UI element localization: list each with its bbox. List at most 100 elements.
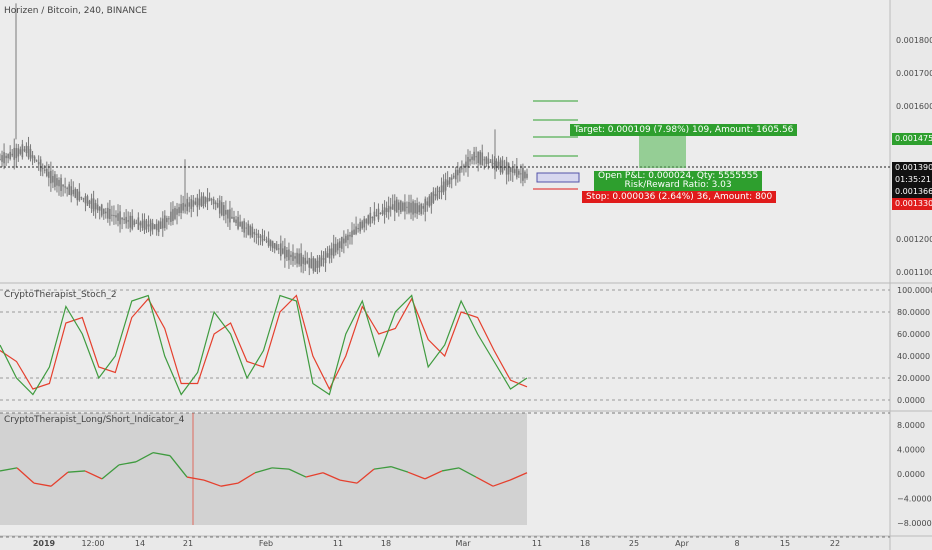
stoch-tick: 80.0000 <box>897 308 930 317</box>
candle-body <box>190 198 193 209</box>
ls-tick: 4.0000 <box>897 446 925 455</box>
candle-body <box>422 206 425 209</box>
candle-body <box>17 148 20 157</box>
candle-body <box>375 215 378 217</box>
candle-body <box>420 203 422 214</box>
candle-body <box>522 167 524 181</box>
candle-body <box>318 257 321 268</box>
ls-axis[interactable]: 8.0000 4.0000 0.0000 −4.0000 −8.0000 <box>897 421 932 528</box>
candle-body <box>300 253 302 267</box>
candle-body <box>56 178 58 186</box>
candle-body <box>107 207 109 219</box>
candle-body <box>255 233 258 235</box>
ls-segment <box>33 482 52 487</box>
candle-body <box>235 219 237 224</box>
candle-body <box>45 168 48 176</box>
candle-body <box>385 208 388 212</box>
candle-body <box>241 222 243 229</box>
price-axis[interactable]: 0.0018000.0017000.0016000.0015000.001400… <box>896 36 932 277</box>
stoch-title[interactable]: CryptoTherapist_Stoch_2 <box>4 290 117 300</box>
time-tick: 14 <box>135 539 145 548</box>
candle-body <box>493 162 496 165</box>
candle-body <box>58 179 60 187</box>
stoch-axis[interactable]: 100.0000 80.0000 60.0000 40.0000 20.0000 0.00… <box>897 286 932 405</box>
candle-body <box>353 229 355 235</box>
time-tick: 2019 <box>33 539 56 548</box>
candle-body <box>37 162 40 165</box>
stoch-pane[interactable] <box>0 284 890 410</box>
ls-segment <box>186 476 205 481</box>
candle-body <box>92 198 95 212</box>
candle-body <box>389 206 392 210</box>
candle-body <box>471 156 473 160</box>
candle-body <box>296 252 298 264</box>
candle-body <box>465 161 467 168</box>
candle-body <box>231 216 233 219</box>
candle-body <box>251 226 254 237</box>
candle-body <box>206 197 209 202</box>
candle-body <box>127 220 129 222</box>
time-tick: 12:00 <box>81 539 104 548</box>
candle-body <box>328 248 331 259</box>
candle-body <box>186 198 188 212</box>
time-axis[interactable]: 2019 12:00 14 21 Feb 11 18 Mar 11 18 25 Apr 8 15 22 <box>33 539 840 548</box>
candle-body <box>115 215 117 218</box>
candle-body <box>267 238 270 246</box>
candle-body <box>432 191 435 203</box>
candle-body <box>180 203 182 213</box>
candle-body <box>147 224 150 227</box>
candle-body <box>125 216 127 224</box>
candle-body <box>233 216 235 223</box>
candle-body <box>76 189 79 201</box>
candle-body <box>373 211 376 221</box>
ls-segment <box>475 476 494 487</box>
price-tick: 0.001700 <box>896 69 932 78</box>
time-tick: 15 <box>780 539 790 548</box>
candle-body <box>284 246 286 259</box>
candle-body <box>524 171 526 179</box>
candle-body <box>416 203 418 214</box>
candle-body <box>485 157 488 164</box>
candle-body <box>444 179 447 191</box>
candle-body <box>294 256 296 259</box>
candle-body <box>410 202 412 213</box>
candle-body <box>308 257 311 268</box>
candle-body <box>339 241 341 248</box>
candle-body <box>265 240 268 242</box>
time-tick: Apr <box>675 539 690 548</box>
candle-body <box>440 185 443 193</box>
ls-segment <box>152 452 171 457</box>
candle-body <box>426 201 429 206</box>
entry-box[interactable] <box>536 172 580 183</box>
candle-body <box>383 207 386 215</box>
candle-body <box>161 218 164 229</box>
candle-body <box>145 220 148 230</box>
candle-body <box>273 243 276 249</box>
stoch-tick: 40.0000 <box>897 352 930 361</box>
candle-body <box>88 200 91 204</box>
candle-body <box>367 215 370 224</box>
candle-body <box>11 153 14 156</box>
candle-body <box>223 205 225 216</box>
time-tick: Mar <box>455 539 471 548</box>
ls-segment <box>509 472 528 481</box>
time-tick: 18 <box>381 539 391 548</box>
candle-body <box>208 197 211 201</box>
target-price-tag: 0.001475 <box>892 133 932 145</box>
candle-body <box>239 221 241 227</box>
candle-body <box>253 231 256 235</box>
candle-body <box>35 160 38 162</box>
ls-title[interactable]: CryptoTherapist_Long/Short_Indicator_4 <box>4 415 185 425</box>
candle-body <box>518 170 520 175</box>
candle-body <box>365 219 368 224</box>
candle-body <box>90 198 93 209</box>
candle-body <box>414 203 416 214</box>
candle-body <box>481 152 484 166</box>
candle-body <box>450 177 453 180</box>
price-pane[interactable] <box>0 0 890 282</box>
candle-body <box>111 214 113 216</box>
candle-body <box>345 235 347 243</box>
ls-segment <box>424 470 443 480</box>
candle-body <box>98 206 101 211</box>
